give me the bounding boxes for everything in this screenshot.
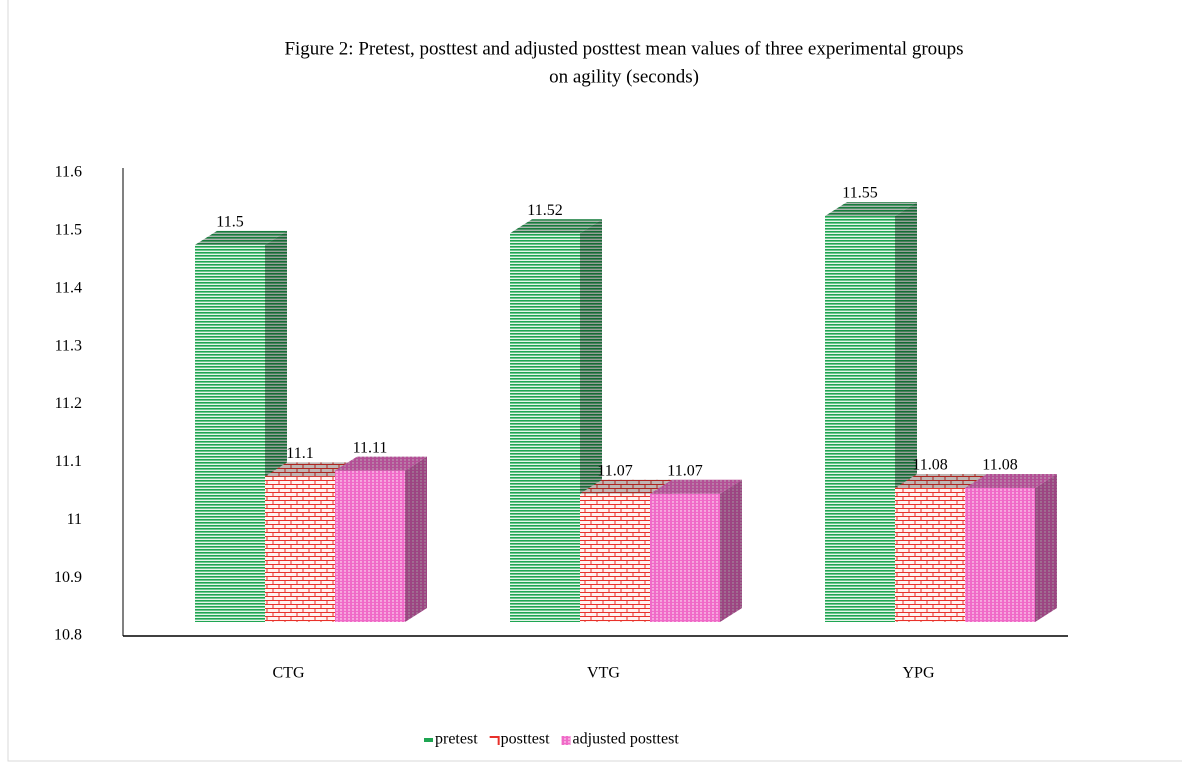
y-tick-label: 11 [67,511,82,528]
bar-side [720,479,742,622]
bar-front [825,215,895,622]
data-label: 11.5 [216,214,243,231]
legend-label: adjusted posttest [573,731,680,748]
y-tick-label: 11.3 [55,337,82,354]
data-label: 11.52 [527,202,562,219]
bar-side [1035,473,1057,622]
bar-top [195,230,287,245]
bar-top [895,473,987,488]
bar-top-shade [895,473,987,488]
bar-side-shade [1035,473,1057,622]
bar-top-shade [265,462,357,477]
bar-top-shade [335,456,427,471]
bar-top-shade [580,479,672,494]
legend-swatch [489,736,500,745]
x-tick-label: CTG [273,665,305,682]
bar-front [265,476,335,622]
bar-top [335,456,427,471]
y-tick-label: 11.1 [55,453,82,470]
data-label: 11.08 [912,457,947,474]
bar-top-shade [825,201,917,216]
legend-label: posttest [501,731,550,748]
data-label: 11.11 [353,439,388,456]
bar-front [195,244,265,622]
y-tick-label: 11.2 [55,395,82,412]
legend-label: pretest [435,731,478,748]
bar-top-shade [965,473,1057,488]
y-tick-label: 11.5 [55,222,82,239]
bar-front [965,487,1035,622]
data-label: 11.55 [842,185,877,202]
bar-top [510,219,602,234]
bar-front [580,493,650,622]
y-tick-label: 11.4 [55,279,82,296]
y-tick-label: 10.9 [54,569,82,586]
bar-front [650,493,720,622]
y-tick-label: 11.6 [55,164,82,181]
bar-side-shade [720,479,742,622]
bar-top [650,479,742,494]
data-label: 11.07 [597,462,632,479]
chart-title: Figure 2: Pretest, posttest and adjusted… [284,38,963,59]
bar-top [265,462,357,477]
bar-front [510,233,580,623]
x-tick-label: VTG [587,665,620,682]
bar-top-shade [195,230,287,245]
bar-top [580,479,672,494]
bar-front [895,487,965,622]
bar-top-shade [510,219,602,234]
data-label: 11.08 [982,457,1017,474]
data-label: 11.07 [667,462,702,479]
x-tick-label: YPG [902,665,934,682]
legend-swatch [424,738,433,742]
y-tick-label: 10.8 [54,627,82,644]
chart-title: on agility (seconds) [549,66,699,87]
data-label: 11.1 [286,445,313,462]
legend-swatch [561,736,571,745]
chart-frame [7,0,1182,762]
bar-top [825,201,917,216]
bar-side [405,456,427,622]
bar-front [335,470,405,622]
bar-top [965,473,1057,488]
bar-side-shade [405,456,427,622]
bar-top-shade [650,479,742,494]
